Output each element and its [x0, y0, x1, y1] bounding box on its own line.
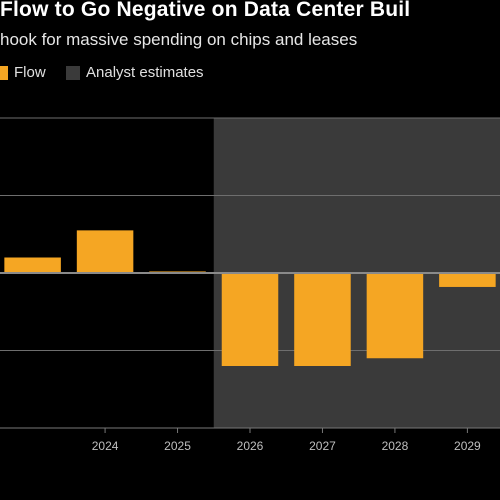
- bar-2024: [76, 230, 134, 273]
- x-tick-label-2028: 2028: [382, 439, 409, 453]
- legend-label-flow: Flow: [14, 64, 46, 81]
- chart-title: Flow to Go Negative on Data Center Buil: [0, 0, 411, 21]
- x-tick-label-2024: 2024: [92, 439, 119, 453]
- bar-2028: [366, 273, 424, 359]
- legend-swatch-estimates: [66, 65, 80, 80]
- bar-2026: [221, 273, 279, 366]
- bar-2029: [439, 273, 496, 287]
- bar-2023: [4, 257, 61, 273]
- legend-item-flow: Flow: [0, 64, 46, 81]
- bar-2027: [294, 273, 351, 366]
- x-tick-label-2025: 2025: [164, 439, 191, 453]
- legend-item-estimates: Analyst estimates: [66, 64, 204, 81]
- x-tick-label-2029: 2029: [454, 439, 481, 453]
- legend: Flow Analyst estimates: [0, 64, 500, 86]
- chart-subtitle: hook for massive spending on chips and l…: [0, 30, 358, 49]
- legend-swatch-flow: [0, 65, 8, 80]
- legend-label-estimates: Analyst estimates: [86, 64, 204, 81]
- x-tick-label-2026: 2026: [237, 439, 264, 453]
- x-tick-label-2027: 2027: [309, 439, 336, 453]
